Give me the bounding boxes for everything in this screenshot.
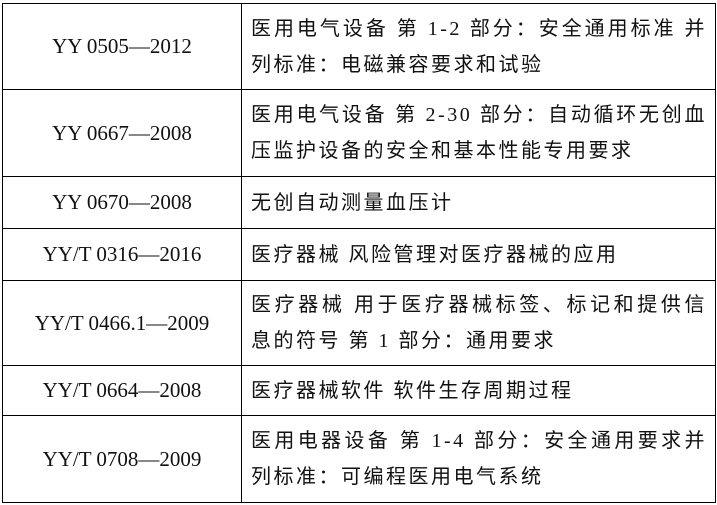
standard-code: YY/T 0466.1—2009 <box>2 280 242 366</box>
standard-title: 医疗器械 风险管理对医疗器械的应用 <box>241 228 716 281</box>
standard-code: YY 0670—2008 <box>2 176 242 229</box>
table-row: YY/T 0708—2009 医用电器设备 第 1-4 部分：安全通用要求并列标… <box>2 415 716 503</box>
standard-code: YY 0667—2008 <box>2 89 242 177</box>
standard-title: 医用电气设备 第 1-2 部分：安全通用标准 并列标准：电磁兼容要求和试验 <box>241 3 716 90</box>
table-row: YY/T 0316—2016 医疗器械 风险管理对医疗器械的应用 <box>2 228 716 281</box>
standard-code: YY/T 0316—2016 <box>2 228 242 281</box>
standard-title: 无创自动测量血压计 <box>241 176 716 229</box>
standard-title: 医疗器械 用于医疗器械标签、标记和提供信息的符号 第 1 部分：通用要求 <box>241 280 716 366</box>
table-row: YY/T 0664—2008 医疗器械软件 软件生存周期过程 <box>2 365 716 416</box>
standard-title: 医用电气设备 第 2-30 部分：自动循环无创血压监护设备的安全和基本性能专用要… <box>241 89 716 177</box>
table-row: YY/T 0466.1—2009 医疗器械 用于医疗器械标签、标记和提供信息的符… <box>2 280 716 366</box>
standards-table: YY 0505—2012 医用电气设备 第 1-2 部分：安全通用标准 并列标准… <box>2 3 716 503</box>
standard-code: YY 0505—2012 <box>2 3 242 90</box>
table-row: YY 0505—2012 医用电气设备 第 1-2 部分：安全通用标准 并列标准… <box>2 3 716 90</box>
standard-title: 医疗器械软件 软件生存周期过程 <box>241 365 716 416</box>
standard-code: YY/T 0708—2009 <box>2 415 242 503</box>
table-row: YY 0670—2008 无创自动测量血压计 <box>2 176 716 229</box>
standard-code: YY/T 0664—2008 <box>2 365 242 416</box>
table-row: YY 0667—2008 医用电气设备 第 2-30 部分：自动循环无创血压监护… <box>2 89 716 177</box>
standard-title: 医用电器设备 第 1-4 部分：安全通用要求并列标准：可编程医用电气系统 <box>241 415 716 503</box>
